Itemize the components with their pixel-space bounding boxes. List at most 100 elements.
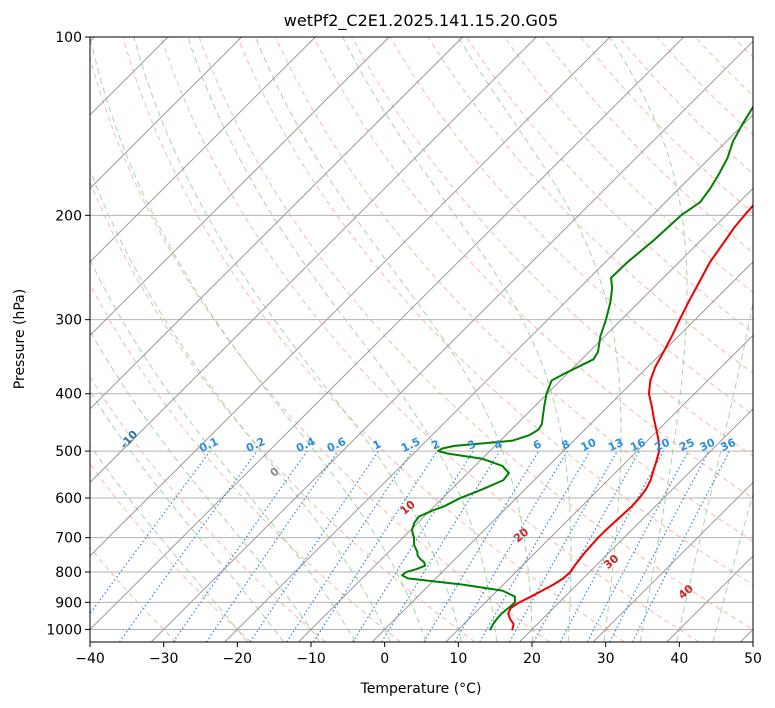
y-axis-title: Pressure (hPa) [12, 289, 28, 389]
moist-adiabat-line [90, 168, 391, 642]
dry-adiabat-line [465, 37, 753, 334]
chart-title: wetPf2_C2E1.2025.141.15.20.G05 [284, 11, 558, 31]
dry-adiabat-line [90, 55, 551, 642]
dry-adiabat-line [198, 37, 753, 631]
moist-adiabat-label: 20 [511, 525, 531, 545]
line-labels: 0.10.20.40.611.52346810131620253036-100-… [34, 389, 738, 602]
mixing-ratio-line [352, 450, 474, 642]
dry-adiabat-label: -10 [117, 428, 140, 452]
mixing-ratio-label: 25 [677, 436, 696, 454]
plot-frame [89, 36, 754, 643]
y-tick-label: 300 [55, 313, 82, 329]
moist-adiabat-line [90, 37, 427, 642]
x-tick-label: 0 [380, 651, 389, 667]
y-tick-label: 100 [55, 30, 82, 46]
isotherm-line [592, 481, 753, 642]
dry-adiabat-line [90, 283, 401, 642]
mixing-ratio-line [454, 450, 568, 642]
isotherm-line [90, 37, 537, 484]
moist-adiabat-line [90, 444, 248, 642]
mixing-ratio-line [533, 450, 640, 642]
mixing-ratio-line [118, 450, 258, 642]
dry-adiabat-line [122, 37, 625, 642]
mixing-ratio-label: 0.6 [325, 435, 348, 455]
dry-adiabat-line [427, 37, 753, 374]
isotherm-line [298, 187, 753, 642]
x-tick-label: −20 [223, 651, 253, 667]
x-tick-label: 10 [449, 651, 467, 667]
y-tick-label: 500 [55, 444, 82, 460]
mixing-ratio-line [172, 450, 308, 642]
y-tick-label: 400 [55, 387, 82, 403]
dry-adiabat-line [580, 37, 753, 214]
mixing-ratio-label: 13 [606, 436, 625, 454]
isotherm-line [445, 334, 753, 642]
moist-adiabat-line [712, 492, 753, 642]
mixing-ratio-label: 0.1 [197, 435, 220, 455]
dry-adiabat-line [772, 37, 775, 642]
dry-adiabat-line [351, 37, 753, 457]
moist-adiabat-line [609, 37, 688, 642]
dry-adiabat-line [313, 37, 753, 499]
mixing-ratio-line [509, 450, 618, 642]
moist-adiabat-line [133, 37, 462, 642]
y-tick-label: 600 [55, 491, 82, 507]
dry-adiabat-line [90, 180, 476, 642]
mixing-ratio-label: 10 [579, 436, 599, 454]
y-tick-label: 800 [55, 565, 82, 581]
moist-adiabat-line [457, 37, 622, 642]
mixing-ratio-line [423, 450, 540, 642]
profile-series [401, 105, 753, 631]
mixing-ratio-label: 30 [698, 436, 718, 454]
dry-adiabat-label: -20 [34, 389, 57, 413]
x-tick-label: −40 [75, 651, 105, 667]
mixing-ratio-label: 20 [652, 436, 672, 454]
dry-adiabat-line [694, 37, 753, 97]
y-tick-label: 700 [55, 531, 82, 547]
x-tick-label: 30 [597, 651, 615, 667]
x-tick-label: 50 [744, 651, 762, 667]
dry-adiabat-line [542, 37, 753, 254]
dry-adiabat-line [389, 37, 753, 416]
mixing-ratio-label: 36 [718, 436, 738, 454]
dry-adiabat-line [90, 375, 326, 642]
mixing-ratio-label: 16 [628, 436, 648, 454]
mixing-ratio-line [586, 450, 689, 642]
x-axis-ticks: −40 −30 −20 −10 0 10 20 30 40 50 [75, 642, 762, 667]
moist-adiabat-label: 40 [676, 582, 696, 602]
moist-adiabat-line [187, 37, 498, 642]
isotherm-line [150, 40, 753, 642]
plot-area: 0.10.20.40.611.52346810131620253036-100-… [34, 37, 775, 642]
mixing-ratio-lines [90, 450, 731, 642]
y-tick-label: 1000 [46, 622, 82, 638]
mixing-ratio-line [559, 450, 665, 642]
isotherm-line [224, 114, 753, 642]
isotherm-line [90, 37, 464, 410]
y-tick-label: 200 [55, 208, 82, 224]
mixing-ratio-label: 0.4 [294, 435, 317, 455]
mixing-ratio-line [381, 450, 501, 642]
dry-adiabat-line [504, 37, 753, 294]
moist-adiabats [90, 37, 753, 642]
moist-adiabat-line [90, 390, 285, 642]
mixing-ratio-line [312, 450, 438, 642]
mixing-ratio-label: 0.2 [244, 435, 267, 455]
moist-adiabat-label: 0 [268, 465, 282, 480]
dry-adiabat-line [236, 37, 753, 586]
dewpoint-profile-line [401, 105, 753, 631]
mixing-ratio-line [479, 450, 591, 642]
mixing-ratio-label: 4 [492, 437, 505, 452]
moist-adiabat-line [90, 258, 356, 642]
isotherm-line [90, 37, 685, 631]
isotherm-line [666, 555, 753, 642]
pressure-gridlines [90, 37, 753, 630]
y-axis-ticks: 100 200 300 400 500 600 700 800 900 1000 [46, 30, 90, 638]
dry-adiabat-line [90, 462, 252, 642]
mixing-ratio-label: 6 [531, 437, 544, 452]
y-tick-label: 900 [55, 595, 82, 611]
moist-adiabat-line [254, 37, 533, 642]
isotherm-line [519, 408, 753, 642]
x-tick-label: 40 [670, 651, 688, 667]
mixing-ratio-label: 1.5 [399, 435, 422, 455]
isotherm-line [90, 37, 611, 557]
